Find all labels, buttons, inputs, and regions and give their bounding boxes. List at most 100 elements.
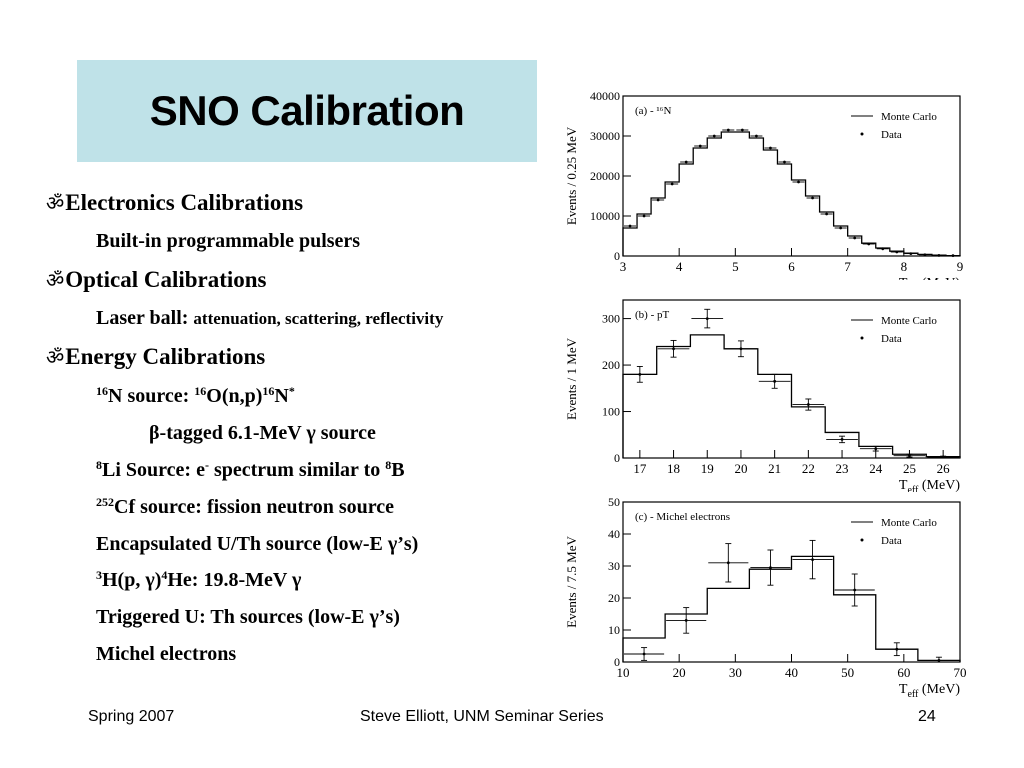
y-tick-label: 0 — [614, 451, 620, 465]
data-point — [848, 236, 861, 240]
data-marker — [811, 558, 814, 561]
data-marker — [783, 160, 786, 164]
bullet-item: ॐOptical Calibrations — [46, 266, 267, 293]
sub-item: Laser ball: attenuation, scattering, ref… — [96, 307, 443, 330]
legend-mc-label: Monte Carlo — [881, 111, 937, 123]
data-marker — [726, 561, 730, 565]
data-marker — [726, 128, 730, 132]
legend-data-label: Data — [881, 129, 902, 141]
y-tick-label: 0 — [614, 655, 620, 669]
histogram-panel: 0 100 200 300 17 18 19 20 21 22 23 24 25 26 Events / 1… — [564, 299, 961, 492]
panel-label: (b) - pT — [635, 309, 669, 321]
sub-item-text: H(p, γ) — [102, 569, 162, 591]
x-tick-label: 5 — [732, 259, 739, 274]
data-point — [725, 340, 757, 358]
x-tick-label: 7 — [844, 259, 851, 274]
panel-label: (a) - ¹⁶N — [635, 105, 672, 117]
sub-item-text: Cf source: fission neutron source — [114, 496, 394, 518]
data-marker — [638, 372, 642, 376]
superscript: 16 — [194, 384, 207, 398]
sub-item-detail: attenuation, scattering, reflectivity — [193, 309, 444, 328]
data-marker — [908, 454, 911, 458]
bullet-text: Electronics Calibrations — [65, 190, 304, 215]
x-tick-label: 18 — [667, 461, 680, 476]
sub-item-text: Michel electrons — [96, 643, 237, 665]
x-tick-label: 20 — [673, 665, 686, 680]
y-tick-label: 40 — [608, 527, 620, 541]
data-point — [834, 226, 847, 230]
data-point — [652, 198, 665, 202]
x-axis-label: Teff (MeV) — [899, 682, 960, 700]
data-point — [638, 214, 651, 218]
calibration-plots: 0 10000 20000 30000 40000 3 4 5 6 7 8 9 Events / 0.2… — [560, 84, 980, 704]
y-axis-label: Events / 1 MeV — [564, 337, 579, 420]
data-point — [764, 146, 777, 150]
footer-date: Spring 2007 — [88, 708, 175, 725]
monte-carlo-histogram — [622, 131, 961, 257]
data-marker — [867, 242, 871, 246]
data-point — [708, 134, 721, 138]
x-tick-label: 10 — [617, 665, 630, 680]
legend-mc-label: Monte Carlo — [881, 517, 937, 529]
y-tick-label: 10 — [608, 623, 620, 637]
y-tick-label: 200 — [602, 358, 620, 372]
data-point — [624, 224, 637, 228]
data-marker — [853, 236, 857, 240]
legend-data-swatch — [860, 336, 864, 340]
sub-item-text: N source: — [108, 385, 190, 407]
data-marker — [797, 180, 800, 184]
data-marker — [853, 588, 857, 592]
x-tick-label: 26 — [937, 461, 951, 476]
legend-data-label: Data — [881, 535, 902, 547]
x-tick-label: 22 — [802, 461, 815, 476]
data-marker — [739, 347, 743, 351]
superscript: * — [288, 384, 295, 398]
sub-item: 16N source: 16O(n,p)16N* — [96, 385, 295, 408]
data-marker — [825, 212, 829, 216]
title-box: SNO Calibration — [77, 60, 537, 162]
data-point — [834, 573, 875, 607]
sub-item-text: Encapsulated U/Th source (low-E γ’s) — [96, 533, 419, 555]
data-point — [691, 308, 724, 329]
x-axis-label: Teff (MeV) — [899, 478, 960, 492]
om-bullet-icon: ॐ — [46, 193, 65, 215]
data-point — [792, 180, 805, 184]
data-marker — [937, 659, 941, 662]
y-tick-label: 40000 — [590, 89, 620, 103]
data-marker — [881, 247, 885, 251]
data-point — [946, 254, 959, 258]
data-point — [722, 128, 735, 132]
data-point — [876, 642, 917, 657]
x-tick-label: 70 — [954, 665, 967, 680]
x-tick-label: 23 — [836, 461, 849, 476]
y-tick-label: 0 — [614, 249, 620, 263]
sub-sub-item-text: β-tagged 6.1-MeV γ source — [149, 422, 376, 444]
superscript: 8 — [96, 458, 102, 472]
data-marker — [773, 379, 777, 383]
data-point — [792, 398, 825, 411]
data-point — [859, 445, 892, 452]
data-marker — [628, 224, 632, 228]
data-point — [918, 253, 931, 257]
data-point — [750, 549, 791, 586]
data-point — [694, 144, 707, 148]
data-point — [932, 254, 945, 257]
data-point — [624, 366, 656, 383]
data-marker — [840, 438, 844, 441]
sub-item-text: Triggered U: Th sources (low-E γ’s) — [96, 606, 400, 628]
data-point — [820, 212, 833, 216]
data-marker — [909, 252, 913, 256]
sub-item-text: Laser ball: — [96, 307, 189, 329]
data-marker — [895, 647, 899, 651]
monte-carlo-histogram — [622, 555, 961, 662]
data-point — [862, 242, 875, 246]
x-tick-label: 8 — [901, 259, 908, 274]
footer-presenter: Steve Elliott, UNM Seminar Series — [360, 708, 604, 725]
data-marker — [705, 317, 709, 320]
data-marker — [951, 254, 955, 258]
data-point — [904, 252, 917, 256]
data-marker — [874, 447, 878, 451]
x-tick-label: 25 — [903, 461, 916, 476]
superscript: - — [204, 458, 209, 472]
